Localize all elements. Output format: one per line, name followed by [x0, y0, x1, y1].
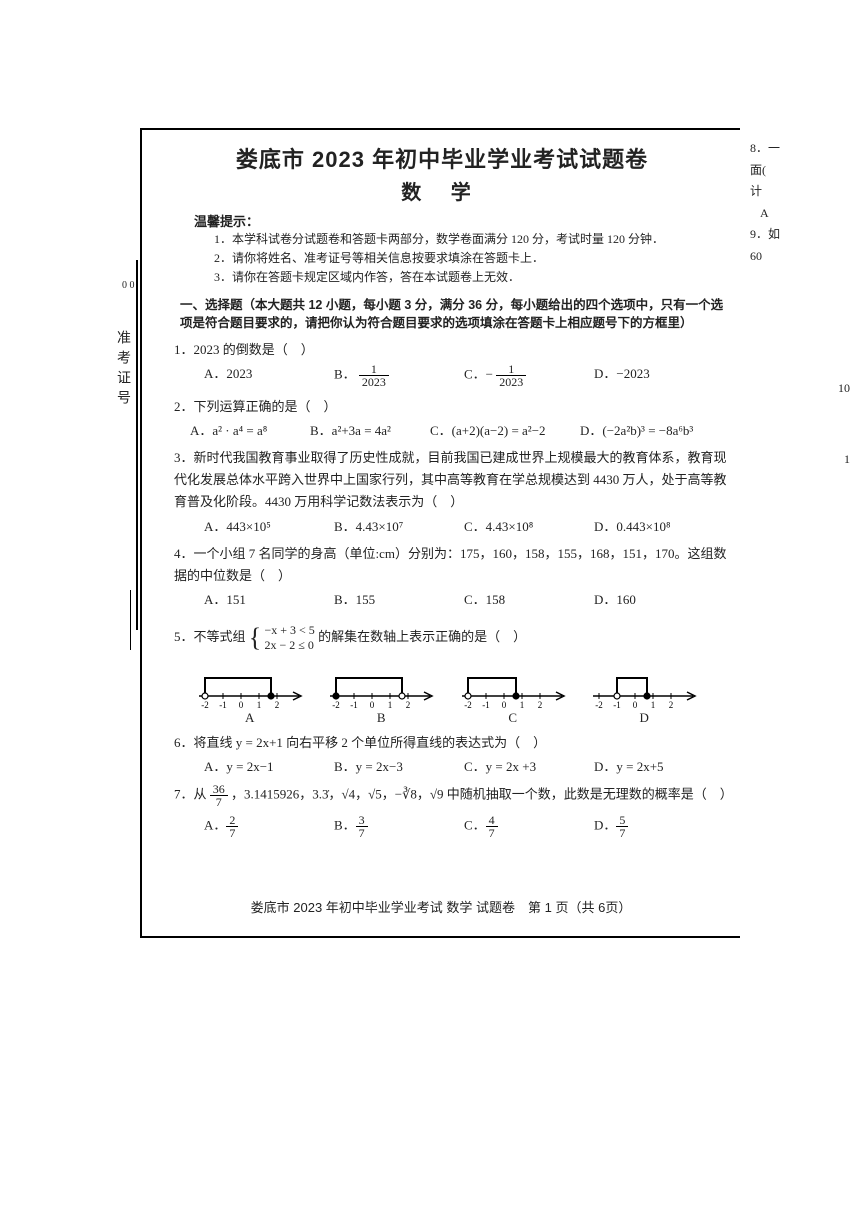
q6-opt-a: A．y = 2x−1	[204, 756, 334, 775]
q6-opt-d: D．y = 2x+5	[594, 756, 724, 775]
q1-opt-c: C．− 12023	[464, 363, 594, 388]
svg-text:1: 1	[257, 700, 262, 708]
q4-opt-d: D．160	[594, 589, 724, 608]
numberline-a-svg: -2 -1 0 1 2	[195, 666, 305, 708]
hint-1: 1．本学科试卷分试题卷和答题卡两部分，数学卷面满分 120 分，考试时量 120…	[214, 230, 740, 249]
svg-text:1: 1	[520, 700, 525, 708]
svg-text:2: 2	[406, 700, 411, 708]
q5-numberlines: -2-1012 A -2-1012 B -2-1012 C -2-1012 D	[184, 666, 710, 726]
q3-opt-c: C．4.43×10⁸	[464, 516, 594, 535]
next-page-edge: 8．一 面( 计 A 9．如 60 10 1	[750, 138, 850, 471]
svg-text:-2: -2	[464, 700, 472, 708]
q4-text: 4．一个小组 7 名同学的身高（单位:cm）分别为：175，160，158，15…	[174, 543, 740, 587]
q3-opt-a: A．443×10⁵	[204, 516, 334, 535]
svg-text:-1: -1	[614, 700, 622, 708]
q6-text: 6．将直线 y = 2x+1 向右平移 2 个单位所得直线的表达式为（ ）	[174, 732, 740, 754]
q2-text: 2．下列运算正确的是（ ）	[174, 396, 740, 418]
q7-opt-a: A．27	[204, 814, 334, 839]
q4-opt-a: A．151	[204, 589, 334, 608]
q5-nl-b: -2-1012 B	[326, 666, 436, 726]
numberline-b-svg: -2 -1 0 1 2	[326, 666, 436, 708]
q1-options: A．2023 B． 12023 C．− 12023 D．−2023	[204, 363, 740, 390]
svg-text:-1: -1	[351, 700, 359, 708]
svg-text:-1: -1	[482, 700, 490, 708]
q4-opt-b: B．155	[334, 589, 464, 608]
numberline-c-svg: -2 -1 0 1 2	[458, 666, 568, 708]
q2-opt-b: B．a²+3a = 4a²	[310, 420, 430, 439]
q6-options: A．y = 2x−1 B．y = 2x−3 C．y = 2x +3 D．y = …	[204, 756, 740, 777]
q1-opt-b: B． 12023	[334, 363, 464, 388]
svg-text:2: 2	[669, 700, 674, 708]
q1-text: 1．2023 的倒数是（ ）	[174, 339, 740, 361]
q7-opt-c: C．47	[464, 814, 594, 839]
fold-line	[136, 260, 138, 630]
q7-text: 7．从 367 ，3.1415926，3.3̇，√4，√5，−∛8，√9 中随机…	[174, 783, 740, 808]
svg-text:0: 0	[502, 700, 507, 708]
tiny-mark: 0 0	[122, 280, 135, 291]
q3-opt-b: B．4.43×10⁷	[334, 516, 464, 535]
exam-id-label: 准考证号	[112, 330, 132, 410]
q2-opt-c: C．(a+2)(a−2) = a²−2	[430, 420, 580, 439]
page-title: 娄底市 2023 年初中毕业学业考试试题卷	[144, 142, 740, 174]
hint-2: 2．请你将姓名、准考证号等相关信息按要求填涂在答题卡上．	[214, 249, 740, 268]
q2-opt-a: A．a² · a⁴ = a⁸	[190, 420, 310, 439]
q5-nl-a: -2-1012 A	[195, 666, 305, 726]
svg-text:-2: -2	[596, 700, 604, 708]
q2-opt-d: D．(−2a²b)³ = −8a⁶b³	[580, 420, 720, 439]
q7-opt-b: B．37	[334, 814, 464, 839]
svg-text:-2: -2	[333, 700, 341, 708]
q4-options: A．151 B．155 C．158 D．160	[204, 589, 740, 610]
hints-list: 1．本学科试卷分试题卷和答题卡两部分，数学卷面满分 120 分，考试时量 120…	[214, 230, 740, 288]
q6-opt-b: B．y = 2x−3	[334, 756, 464, 775]
q5-nl-d: -2-1012 D	[589, 666, 699, 726]
hint-3: 3．请你在答题卡规定区域内作答，答在本试题卷上无效．	[214, 268, 740, 287]
section-1-heading: 一、选择题（本大题共 12 小题，每小题 3 分，满分 36 分，每小题给出的四…	[180, 296, 740, 334]
q3-options: A．443×10⁵ B．4.43×10⁷ C．4.43×10⁸ D．0.443×…	[204, 516, 740, 537]
fold-line-short	[130, 590, 131, 650]
svg-text:1: 1	[651, 700, 656, 708]
hint-title: 温馨提示：	[194, 211, 740, 230]
q6-opt-c: C．y = 2x +3	[464, 756, 594, 775]
svg-text:1: 1	[388, 700, 393, 708]
exam-page: 准考证号 0 0 娄底市 2023 年初中毕业学业考试试题卷 数 学 温馨提示：…	[140, 128, 740, 938]
svg-text:-1: -1	[219, 700, 227, 708]
q3-opt-d: D．0.443×10⁸	[594, 516, 724, 535]
svg-text:-2: -2	[201, 700, 209, 708]
numberline-d-svg: -2 -1 0 1 2	[589, 666, 699, 708]
page-footer: 娄底市 2023 年初中毕业学业考试 数学 试题卷 第 1 页（共 6页）	[142, 897, 740, 916]
q1-opt-d: D．−2023	[594, 363, 724, 388]
subject-title: 数 学	[144, 176, 740, 205]
q7-options: A．27 B．37 C．47 D．57	[204, 814, 740, 841]
svg-text:0: 0	[633, 700, 638, 708]
svg-text:0: 0	[370, 700, 375, 708]
q5-text: 5．不等式组 { −x + 3 < 5 2x − 2 ≤ 0 的解集在数轴上表示…	[174, 616, 740, 660]
q4-opt-c: C．158	[464, 589, 594, 608]
svg-text:2: 2	[538, 700, 543, 708]
q2-options: A．a² · a⁴ = a⁸ B．a²+3a = 4a² C．(a+2)(a−2…	[190, 420, 740, 441]
svg-text:2: 2	[275, 700, 280, 708]
svg-text:0: 0	[239, 700, 244, 708]
q7-opt-d: D．57	[594, 814, 724, 839]
q3-text: 3．新时代我国教育事业取得了历史性成就，目前我国已建成世界上规模最大的教育体系，…	[174, 447, 740, 513]
q5-nl-c: -2-1012 C	[458, 666, 568, 726]
q1-opt-a: A．2023	[204, 363, 334, 388]
